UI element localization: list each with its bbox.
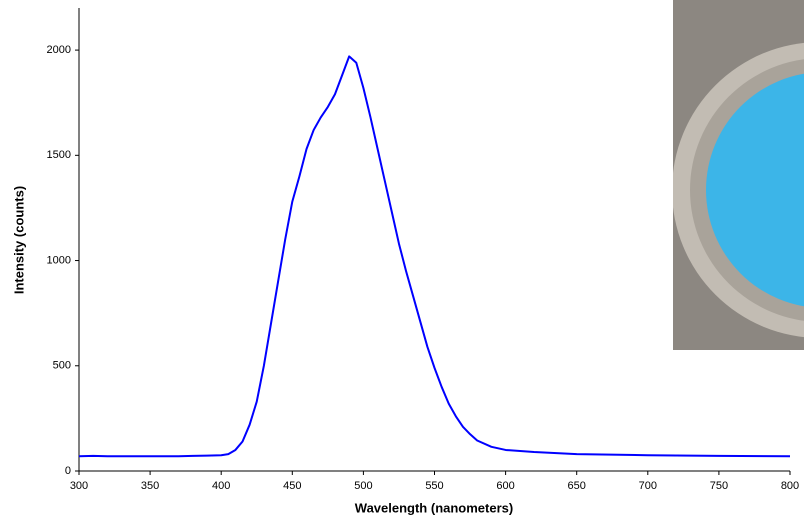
x-tick-label: 400 [212, 480, 230, 492]
y-tick-label: 2000 [47, 44, 71, 56]
x-tick-label: 800 [781, 480, 799, 492]
spectrum-line [78, 55, 791, 458]
x-tick-label: 300 [70, 480, 88, 492]
inset-photo [673, 0, 804, 350]
y-tick-label: 1000 [47, 254, 71, 266]
y-tick-label: 500 [53, 360, 71, 372]
y-tick-label: 0 [65, 465, 71, 477]
x-tick-label: 600 [496, 480, 514, 492]
x-tick-label: 450 [283, 480, 301, 492]
x-axis-label: Wavelength (nanometers) [355, 500, 513, 515]
y-tick-label: 1500 [47, 149, 71, 161]
x-tick-label: 700 [639, 480, 657, 492]
x-tick-label: 750 [710, 480, 728, 492]
x-tick-label: 350 [141, 480, 159, 492]
x-tick-label: 550 [425, 480, 443, 492]
x-tick-label: 500 [354, 480, 372, 492]
y-axis-label: Intensity (counts) [11, 186, 26, 294]
x-tick-label: 650 [568, 480, 586, 492]
